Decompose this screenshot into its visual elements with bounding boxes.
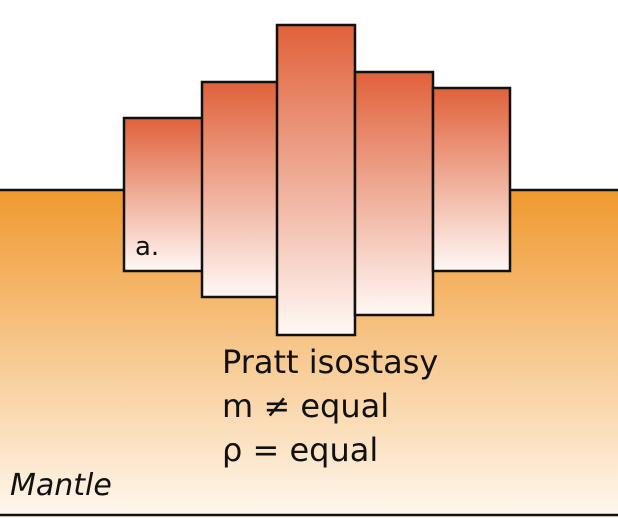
diagram-title: Pratt isostasy [222,343,439,381]
panel-label: a. [135,232,160,262]
crust-block-4 [353,70,435,317]
crust-block-2 [200,80,280,299]
density-relation: ρ = equal [222,431,379,469]
mantle-label: Mantle [10,468,112,503]
mass-relation: m ≠ equal [222,387,390,425]
crust-block-1 [122,116,205,273]
crust-block-3 [275,23,357,337]
crust-block-5 [431,86,512,273]
